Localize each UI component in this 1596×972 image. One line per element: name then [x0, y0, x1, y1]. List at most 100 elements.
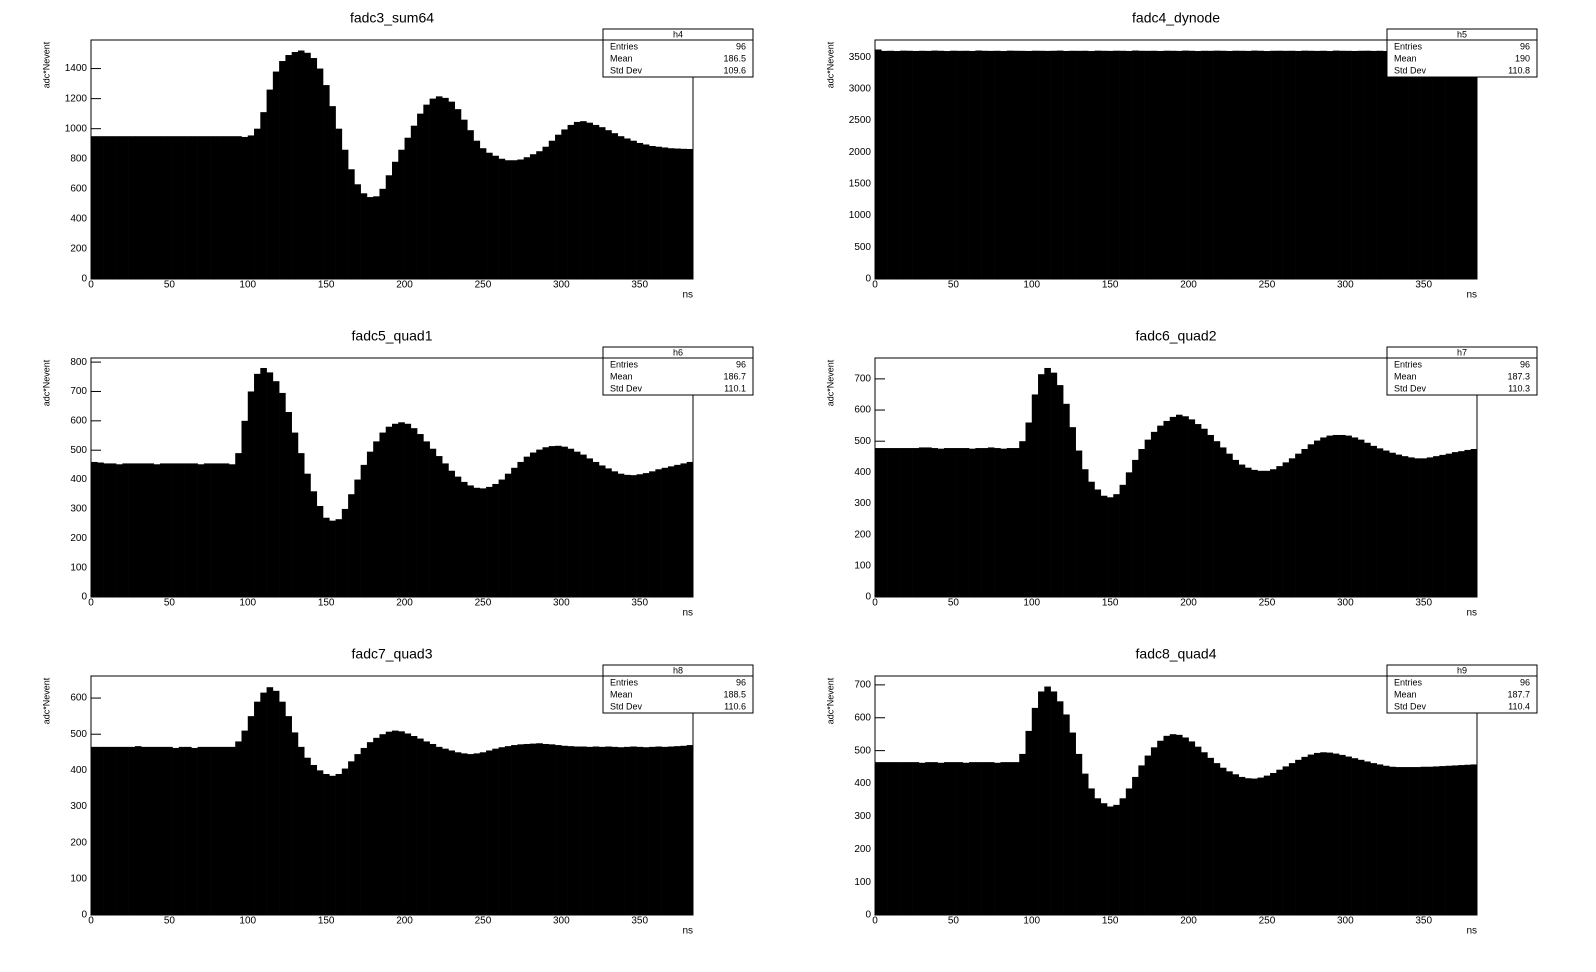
histogram-bar: [900, 762, 907, 915]
histogram-bar: [1313, 50, 1321, 280]
histogram-bar: [1075, 50, 1083, 280]
x-tick-label: 300: [1337, 598, 1354, 609]
histogram-bar: [297, 746, 305, 915]
histogram-bar: [222, 463, 230, 597]
histogram-bar: [109, 463, 117, 597]
stats-label: Std Dev: [1394, 383, 1427, 393]
histogram-bar: [686, 148, 694, 279]
histogram-bar: [981, 448, 989, 597]
plot-frame: [90, 357, 694, 598]
histogram-bar: [1420, 50, 1428, 280]
histogram-bar: [617, 473, 625, 597]
histogram-bar: [1012, 762, 1020, 915]
histogram-bar: [1389, 50, 1396, 280]
histogram-bar: [881, 50, 888, 280]
histogram-bar: [1194, 51, 1202, 280]
histogram-bar: [1063, 403, 1070, 597]
histogram-bar: [1370, 445, 1377, 597]
histogram-bar: [881, 762, 888, 915]
histogram-bar: [1445, 453, 1453, 597]
histogram-bar: [360, 193, 368, 279]
histogram-bar: [630, 475, 637, 597]
histogram-bar: [373, 737, 380, 915]
histogram-bar: [172, 463, 180, 597]
y-axis-label: adc*Nevent: [41, 41, 51, 88]
histogram-bar: [498, 479, 506, 597]
histogram-bar: [1207, 434, 1214, 597]
y-tick-label: 300: [70, 801, 87, 812]
histogram-bar: [529, 154, 537, 279]
histogram-bar: [147, 746, 155, 915]
histogram-bar: [580, 746, 587, 915]
x-tick-label: 50: [948, 916, 960, 927]
y-tick-label: 100: [854, 877, 871, 888]
histogram-bar: [567, 746, 575, 915]
histogram-bar: [529, 743, 537, 915]
histogram-bar: [360, 464, 368, 597]
histogram-bar: [950, 762, 957, 915]
histogram-bar: [1351, 758, 1359, 915]
histogram-bar: [1376, 50, 1384, 279]
histogram-bar: [442, 748, 449, 915]
histogram-bar: [348, 494, 355, 597]
histogram-bar: [881, 448, 888, 597]
histogram-bar: [1182, 50, 1189, 279]
plot-frame: [874, 39, 1478, 280]
histogram-bar: [900, 448, 907, 597]
histogram-bar: [937, 762, 945, 915]
histogram-bar: [1150, 50, 1158, 279]
y-tick-label: 400: [854, 467, 871, 478]
histogram-bar: [241, 730, 249, 915]
histogram-bar: [1295, 759, 1302, 915]
histogram-bar: [398, 422, 405, 597]
histogram-bar: [442, 97, 449, 280]
histogram-bar: [1307, 444, 1315, 597]
histogram-bar: [310, 58, 318, 279]
histogram-bar: [511, 467, 518, 597]
histogram-bar: [667, 148, 675, 279]
histogram-bar: [1420, 458, 1428, 597]
histogram-bar: [1006, 762, 1014, 915]
histogram-bar: [448, 470, 456, 597]
histogram-bar: [341, 149, 349, 279]
histogram-bar: [1194, 424, 1202, 597]
histogram-bar: [1075, 753, 1083, 915]
y-tick-label: 100: [854, 560, 871, 571]
histogram-bar: [1050, 372, 1058, 597]
y-tick-label: 0: [865, 910, 871, 921]
histogram-bar: [887, 50, 895, 279]
histogram-bar: [1000, 448, 1007, 597]
histogram-bar: [1069, 732, 1076, 915]
histogram-bar: [210, 136, 217, 279]
histogram-bar: [536, 151, 543, 279]
histogram-bar: [122, 463, 129, 597]
histogram-bar: [185, 136, 192, 279]
histogram-bar: [667, 746, 675, 915]
histogram-bar: [1395, 767, 1403, 915]
histogram-bar: [486, 152, 493, 279]
histogram-bar: [241, 420, 249, 597]
histogram-bar: [1138, 765, 1145, 915]
y-tick-label: 600: [854, 405, 871, 416]
stats-label: Std Dev: [610, 701, 643, 711]
histogram-bar: [542, 743, 550, 915]
histogram-bar: [511, 745, 518, 915]
histogram-bar: [354, 184, 361, 279]
histogram-bar: [1339, 754, 1346, 915]
histogram-bar: [1144, 50, 1152, 280]
histogram-bar: [1433, 50, 1440, 280]
histogram-bar: [323, 773, 330, 915]
stats-name: h8: [673, 665, 683, 675]
histogram-bar: [956, 50, 964, 280]
histogram-bar: [116, 746, 123, 915]
histogram-bar: [1364, 761, 1371, 915]
histogram-bar: [592, 746, 600, 915]
histogram-bar: [247, 716, 255, 915]
histogram-bar: [1113, 494, 1120, 597]
histogram-bar: [887, 762, 895, 915]
histogram-bar: [417, 434, 424, 597]
y-tick-label: 600: [70, 693, 87, 704]
histogram-bar: [122, 746, 129, 915]
histogram-bar: [1238, 464, 1246, 597]
histogram-bar: [191, 747, 198, 915]
